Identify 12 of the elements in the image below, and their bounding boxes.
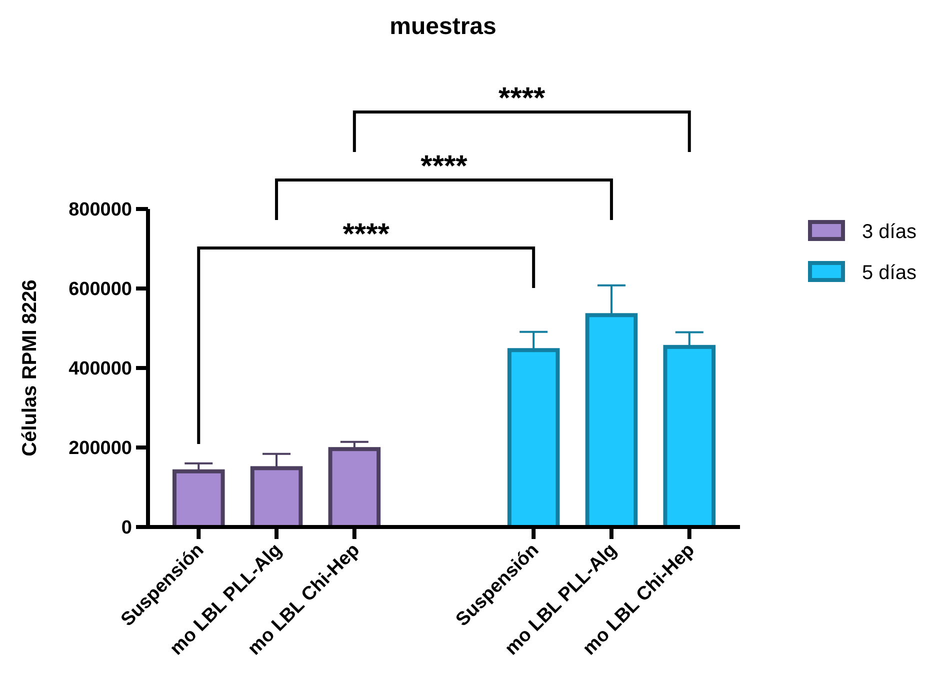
- text: ****: [420, 150, 468, 183]
- y-axis-title: Células RPMI 8226: [19, 280, 41, 456]
- y-tick-label: 400000: [68, 358, 132, 380]
- text: ****: [498, 82, 546, 115]
- chart-title: muestras: [390, 13, 496, 40]
- y-tick-label: 600000: [68, 279, 132, 300]
- legend-label: 5 días: [862, 262, 916, 284]
- legend-label: 3 días: [862, 221, 916, 243]
- y-tick-label: 800000: [68, 200, 132, 221]
- y-tick-label: 200000: [68, 438, 132, 460]
- annotation: ****: [342, 218, 390, 251]
- y-tick-label: 0: [121, 518, 132, 539]
